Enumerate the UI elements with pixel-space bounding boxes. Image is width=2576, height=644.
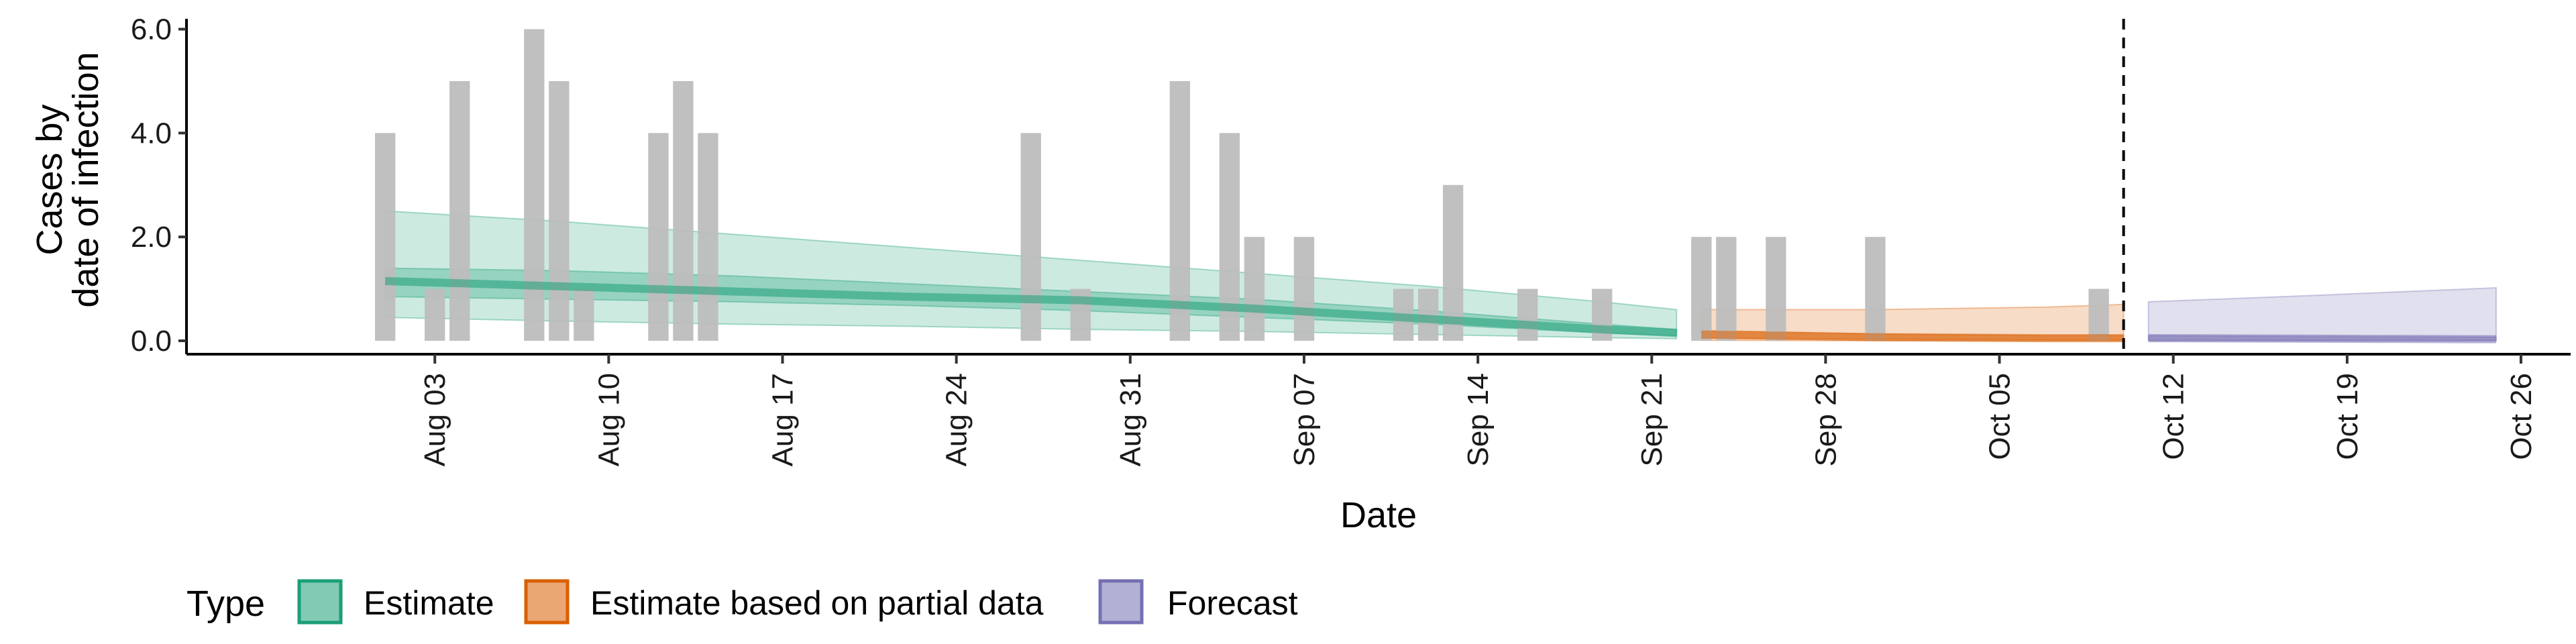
case-bar-2020-08-08 xyxy=(549,80,570,341)
legend-label-forecast: Forecast xyxy=(1167,584,1298,622)
y-tick-label: 4.0 xyxy=(131,117,172,150)
x-tick-label: Aug 24 xyxy=(941,373,973,466)
x-tick-label: Sep 07 xyxy=(1288,373,1321,466)
case-bar-2020-08-01 xyxy=(374,133,396,341)
case-bar-2020-08-09 xyxy=(574,288,594,341)
case-bar-2020-08-07 xyxy=(524,29,545,341)
case-bar-2020-08-27 xyxy=(1020,133,1041,341)
forecast-band-90 xyxy=(2147,286,2497,341)
x-tick-label: Oct 26 xyxy=(2505,373,2538,460)
legend-key-estimate xyxy=(297,579,343,625)
case-bar-2020-08-12 xyxy=(648,133,669,341)
case-bar-2020-09-30 xyxy=(1865,237,1886,341)
y-axis-title-line-1: Cases by xyxy=(30,104,70,255)
axes: 0.0 2.0 4.0 6.0 Aug 03 Aug 10 Aug 17 Aug 24 Aug … xyxy=(131,13,2571,466)
case-bar-2020-10-09 xyxy=(2088,288,2109,341)
case-bar-2020-08-13 xyxy=(673,80,694,341)
estimate-based-on-partial-data-median-line xyxy=(1701,330,2124,343)
x-tick-label: Sep 21 xyxy=(1635,373,1668,466)
case-bar-2020-09-26 xyxy=(1766,237,1786,341)
forecast-median-line xyxy=(2148,334,2496,343)
case-bar-2020-08-14 xyxy=(698,133,718,341)
legend-label-estimate: Estimate xyxy=(364,584,494,622)
legend: Type Estimate Estimate based on partial … xyxy=(186,579,1298,625)
legend-title: Type xyxy=(186,584,265,624)
x-tick-label: Sep 14 xyxy=(1462,373,1495,466)
legend-key-partial xyxy=(524,579,570,625)
x-tick-label: Aug 31 xyxy=(1114,373,1147,466)
legend-key-forecast xyxy=(1098,579,1144,625)
y-axis-title-line-2: date of infection xyxy=(66,52,106,307)
case-bar-2020-09-13 xyxy=(1442,184,1464,341)
observed-case-bars xyxy=(374,29,2109,341)
case-bar-2020-08-04 xyxy=(449,80,470,341)
legend-label-partial: Estimate based on partial data xyxy=(590,584,1044,622)
x-tick-label: Oct 19 xyxy=(2331,373,2364,460)
x-axis-title: Date xyxy=(1340,495,1417,535)
case-bar-2020-09-23 xyxy=(1691,237,1712,341)
y-tick-label: 0.0 xyxy=(131,325,172,358)
case-bar-2020-08-03 xyxy=(425,288,445,341)
case-bar-2020-09-02 xyxy=(1169,80,1191,341)
x-tick-label: Sep 28 xyxy=(1809,373,1842,466)
x-tick-label: Aug 17 xyxy=(767,373,800,466)
x-tick-label: Oct 12 xyxy=(2157,373,2190,460)
x-tick-label: Oct 05 xyxy=(1984,373,2017,460)
median-lines xyxy=(384,276,2496,343)
case-bar-2020-09-24 xyxy=(1716,237,1737,341)
y-tick-label: 2.0 xyxy=(131,221,172,254)
estimate-median-line xyxy=(384,276,1677,337)
case-bar-2020-09-07 xyxy=(1293,237,1315,341)
case-bar-2020-09-05 xyxy=(1244,237,1265,341)
case-bar-2020-09-16 xyxy=(1517,288,1538,341)
y-tick-label: 6.0 xyxy=(131,13,172,46)
x-tick-label: Aug 10 xyxy=(592,373,625,466)
x-tick-label: Aug 03 xyxy=(419,373,451,466)
